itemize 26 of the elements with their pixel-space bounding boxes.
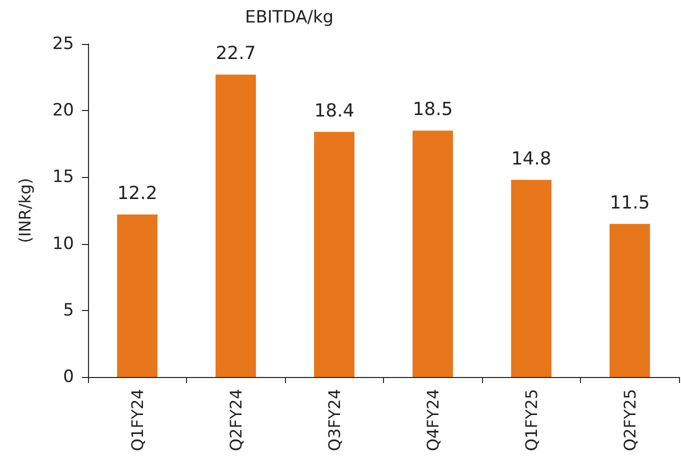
x-tick-label: Q4FY24 <box>423 389 442 452</box>
bar <box>511 180 552 377</box>
data-label: 11.5 <box>610 192 650 214</box>
data-label: 14.8 <box>511 148 552 170</box>
x-tick-label: Q1FY25 <box>522 389 541 452</box>
y-tick-label: 15 <box>52 167 74 188</box>
bar <box>610 224 650 377</box>
bar <box>117 214 158 377</box>
data-label: 18.4 <box>314 100 354 122</box>
x-tick-label: Q1FY24 <box>128 389 147 452</box>
y-tick-label: 0 <box>63 367 74 387</box>
y-tick-label: 5 <box>63 300 74 320</box>
y-tick-label: 20 <box>52 100 74 121</box>
chart-title: EBITDA/kg <box>245 8 334 28</box>
x-tick-label: Q2FY24 <box>226 389 246 452</box>
data-label: 18.5 <box>412 99 453 120</box>
x-tick-label: Q3FY24 <box>324 389 344 452</box>
x-tick-label: Q2FY25 <box>620 389 640 452</box>
bar <box>216 74 256 377</box>
data-label: 12.2 <box>117 182 158 204</box>
bar <box>314 132 354 377</box>
y-tick-label: 10 <box>52 234 74 254</box>
y-axis-title: (INR/kg) <box>16 178 34 244</box>
bar <box>412 130 453 377</box>
y-tick-label: 25 <box>52 34 74 54</box>
data-label: 22.7 <box>216 43 256 64</box>
